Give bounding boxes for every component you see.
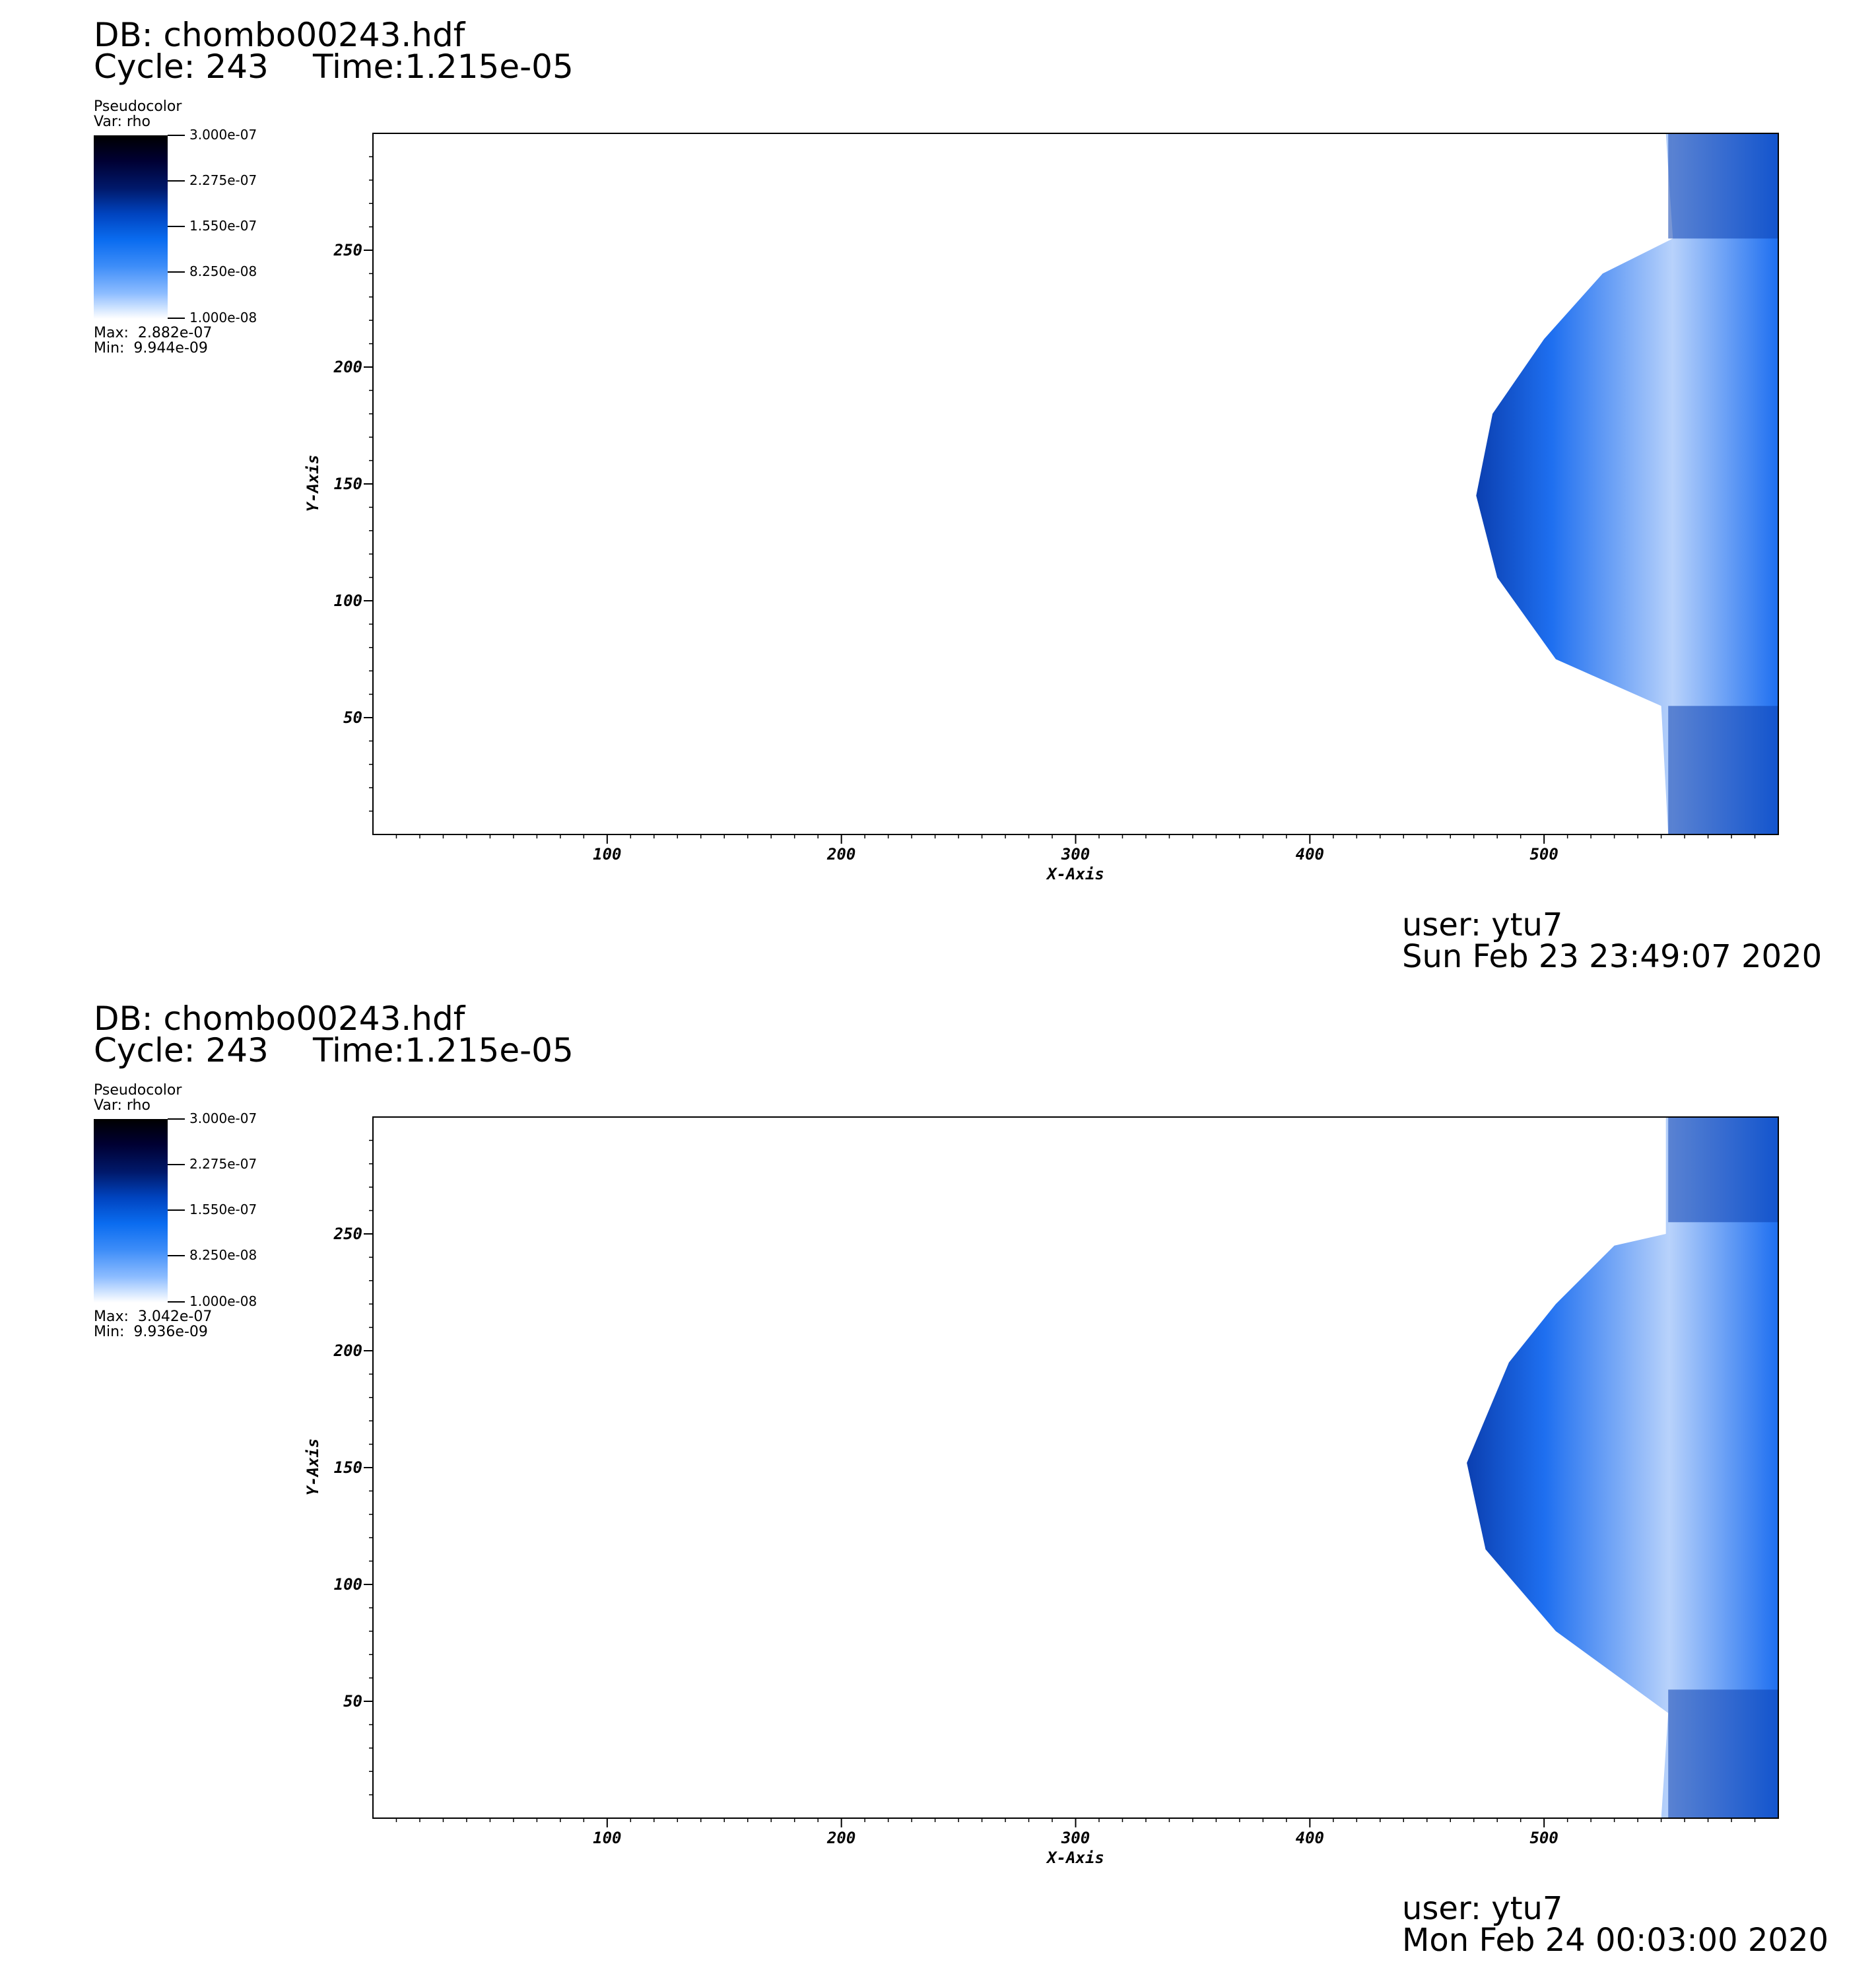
colorbar-tick-label: 8.250e-08 — [189, 263, 257, 279]
colorbar-tick — [168, 1164, 185, 1165]
cycle-label: Cycle: 243 — [94, 1031, 269, 1070]
colorbar-tick — [168, 318, 185, 319]
x-tick-label: 100 — [593, 845, 621, 864]
colorbar-tick-label: 1.550e-07 — [189, 1202, 257, 1217]
y-tick-label: 250 — [333, 241, 362, 259]
plot-area: 100 200 300 400 500 50 100 150 200 250 X-Axis Y-Axi… — [304, 1116, 1779, 1867]
density-region — [1668, 706, 1778, 834]
y-tick-label: 150 — [334, 475, 362, 493]
cycle-label: Cycle: 243 — [94, 48, 269, 86]
db-label: DB: chombo00243.hdf — [94, 1000, 465, 1038]
y-tick-label: 250 — [333, 1225, 362, 1243]
y-tick-label: 100 — [334, 1575, 362, 1594]
density-region — [1668, 1689, 1778, 1818]
colorbar-tick — [168, 1209, 185, 1211]
db-label: DB: chombo00243.hdf — [94, 16, 465, 54]
colorbar-tick-label: 3.000e-07 — [189, 127, 257, 143]
user-label: user: ytu7 — [1402, 1890, 1563, 1927]
colorbar — [94, 135, 168, 319]
colorbar-tick-label: 2.275e-07 — [189, 172, 257, 188]
x-tick-label: 500 — [1529, 1829, 1558, 1847]
x-tick-label: 100 — [593, 1829, 621, 1847]
x-tick-label: 200 — [826, 1829, 855, 1847]
colorbar-tick — [168, 1118, 185, 1120]
colorbar-tick — [168, 226, 185, 227]
x-tick-label: 200 — [826, 845, 855, 864]
y-tick-label: 150 — [334, 1458, 362, 1477]
colorbar-tick — [168, 180, 185, 182]
y-tick-label: 100 — [334, 592, 362, 610]
x-tick-label: 400 — [1296, 845, 1324, 864]
density-region — [1668, 1117, 1778, 1223]
x-axis-label: X-Axis — [1046, 865, 1104, 883]
time-label: Time:1.215e-05 — [313, 1031, 574, 1070]
colorbar-tick — [168, 271, 185, 273]
colorbar-tick — [168, 135, 185, 136]
x-tick-label: 500 — [1529, 845, 1558, 864]
plot-panel-2: DB: chombo00243.hdf Cycle: 243 Time:1.21… — [0, 984, 1876, 1967]
y-tick-label: 50 — [343, 708, 362, 727]
legend-max: Max: 3.042e-07 — [94, 1308, 213, 1325]
x-tick-label: 300 — [1061, 1829, 1090, 1847]
colorbar-tick-label: 8.250e-08 — [189, 1247, 257, 1263]
colorbar-tick-label: 1.000e-08 — [189, 1293, 257, 1309]
x-axis-label: X-Axis — [1046, 1849, 1104, 1867]
y-tick-label: 50 — [343, 1692, 362, 1711]
density-region — [1476, 133, 1778, 834]
plot-area: 100 200 300 400 500 50 100 150 200 250 X-Axis Y-Axi… — [304, 133, 1779, 883]
y-tick-label: 200 — [333, 1342, 362, 1360]
y-axis-label: Y-Axis — [304, 1439, 322, 1496]
time-label: Time:1.215e-05 — [313, 48, 574, 86]
legend-title: Pseudocolor — [94, 1082, 182, 1099]
colorbar-tick — [168, 1255, 185, 1256]
colorbar-tick-label: 1.000e-08 — [189, 310, 257, 325]
legend-var: Var: rho — [94, 114, 151, 130]
y-tick-label: 200 — [333, 358, 362, 376]
density-region — [1668, 133, 1778, 239]
colorbar-tick — [168, 1301, 185, 1303]
x-tick-label: 300 — [1061, 845, 1090, 864]
colorbar-tick-label: 3.000e-07 — [189, 1110, 257, 1126]
legend-min: Min: 9.936e-09 — [94, 1324, 208, 1340]
y-axis-label: Y-Axis — [304, 455, 322, 512]
density-region — [1467, 1117, 1778, 1818]
date-label: Sun Feb 23 23:49:07 2020 — [1402, 938, 1823, 975]
colorbar-tick-label: 2.275e-07 — [189, 1156, 257, 1172]
legend-title: Pseudocolor — [94, 98, 182, 115]
colorbar — [94, 1119, 168, 1303]
legend-var: Var: rho — [94, 1097, 151, 1114]
x-tick-label: 400 — [1296, 1829, 1324, 1847]
user-label: user: ytu7 — [1402, 906, 1563, 943]
legend-max: Max: 2.882e-07 — [94, 325, 213, 341]
date-label: Mon Feb 24 00:03:00 2020 — [1402, 1922, 1829, 1959]
legend-min: Min: 9.944e-09 — [94, 340, 208, 357]
plot-panel-1: DB: chombo00243.hdf Cycle: 243 Time:1.21… — [0, 0, 1876, 984]
colorbar-tick-label: 1.550e-07 — [189, 218, 257, 234]
